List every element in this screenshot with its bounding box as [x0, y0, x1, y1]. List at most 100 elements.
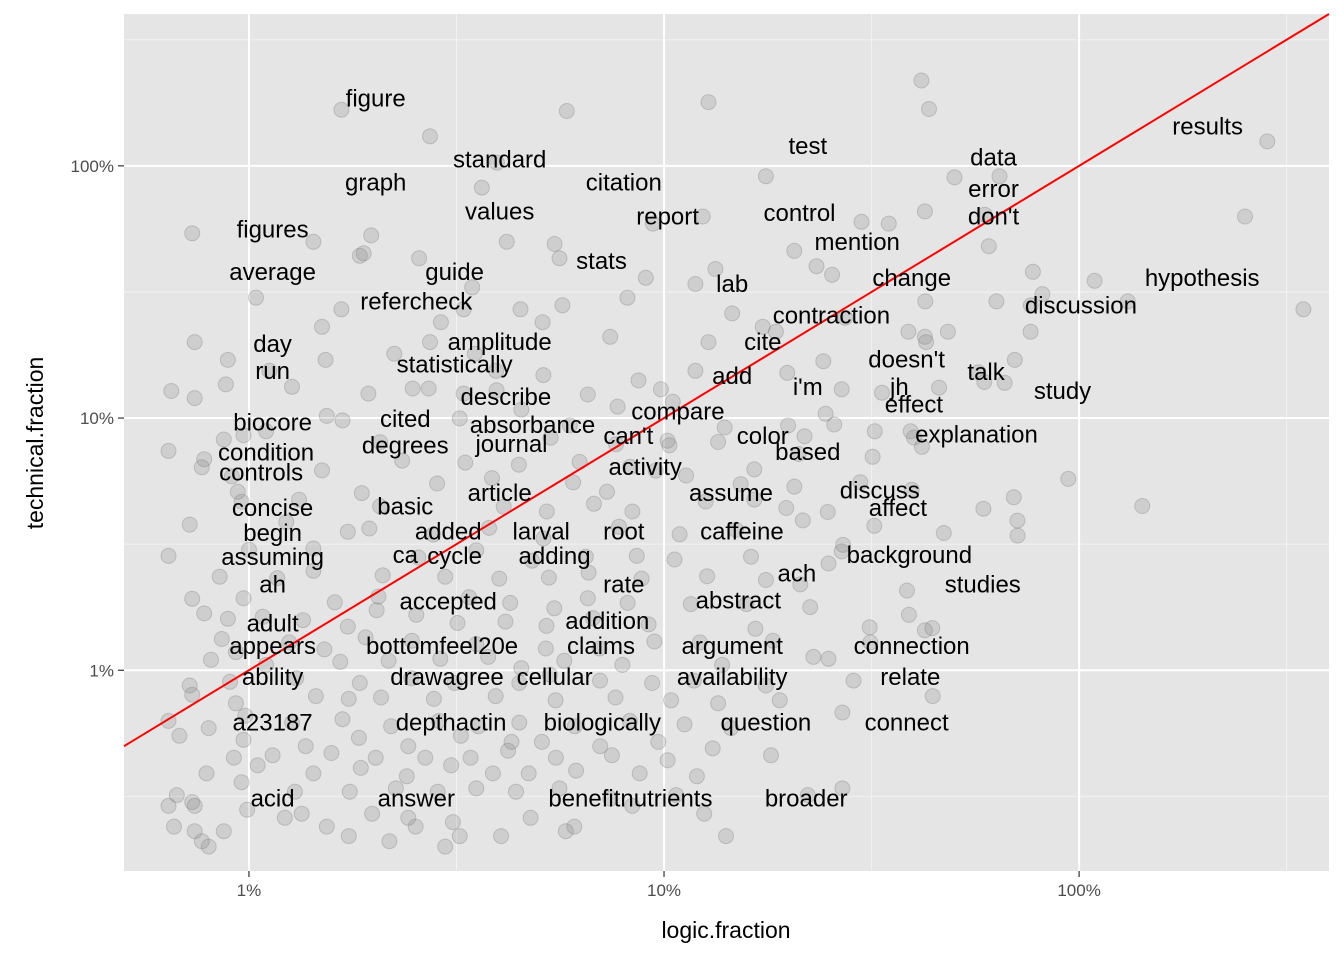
data-point: [771, 692, 788, 709]
data-point: [468, 542, 485, 559]
data-point: [537, 640, 554, 657]
data-point: [340, 828, 357, 845]
data-point: [988, 293, 1005, 310]
word-label: based: [775, 439, 840, 466]
data-point: [565, 474, 582, 491]
word-label: data: [970, 144, 1017, 171]
word-label: benefitnutrients: [548, 786, 712, 813]
data-point: [1009, 512, 1026, 529]
data-point: [646, 633, 663, 650]
data-point: [1009, 527, 1026, 544]
data-point: [163, 383, 180, 399]
data-point: [295, 612, 311, 629]
data-point: [817, 405, 834, 422]
word-label: adult: [247, 611, 299, 638]
data-point: [223, 468, 240, 485]
data-point: [609, 398, 626, 415]
word-label: ability: [242, 664, 303, 691]
data-point: [619, 594, 636, 611]
data-point: [718, 828, 734, 845]
data-point: [794, 512, 811, 529]
data-point: [318, 407, 335, 424]
data-point: [534, 314, 551, 331]
data-point: [637, 269, 654, 286]
data-point: [710, 695, 727, 712]
data-point: [557, 823, 574, 840]
data-point: [200, 720, 217, 737]
data-point: [314, 318, 330, 335]
data-point: [462, 749, 479, 766]
data-point: [746, 491, 763, 508]
data-point: [498, 233, 515, 250]
data-point: [258, 423, 275, 440]
word-label: addition: [565, 608, 649, 635]
data-point: [425, 526, 442, 543]
data-point: [491, 570, 508, 587]
data-point: [502, 594, 519, 611]
word-label: control: [763, 200, 835, 227]
data-point: [732, 476, 749, 493]
data-point: [383, 718, 400, 735]
data-point: [193, 833, 210, 850]
word-label: discussion: [1025, 292, 1137, 319]
data-point: [443, 757, 460, 774]
data-point: [700, 334, 717, 351]
data-point: [866, 517, 883, 534]
data-point: [694, 208, 711, 225]
data-point: [924, 620, 941, 637]
data-point: [786, 478, 803, 495]
data-point: [815, 353, 832, 370]
data-point: [790, 446, 807, 462]
word-label: test: [788, 133, 827, 160]
word-label: report: [636, 204, 699, 231]
data-point: [293, 805, 310, 822]
data-point: [431, 712, 447, 729]
data-point: [663, 692, 680, 709]
data-point: [541, 666, 558, 683]
word-label: assume: [689, 480, 773, 507]
data-point: [826, 416, 843, 433]
data-point: [184, 225, 201, 242]
data-point: [586, 495, 602, 512]
data-point: [160, 442, 177, 459]
word-label: values: [465, 198, 534, 225]
data-point: [533, 733, 550, 750]
word-label: availability: [677, 664, 788, 691]
data-point: [186, 797, 203, 814]
data-point: [913, 72, 930, 89]
word-label: ca: [393, 542, 419, 569]
data-point: [834, 780, 851, 797]
data-point: [278, 514, 295, 530]
word-label: studies: [945, 571, 1021, 598]
data-point: [334, 711, 351, 728]
data-point: [318, 818, 335, 835]
data-point: [333, 101, 350, 118]
word-label: lab: [716, 271, 748, 298]
word-label: ach: [778, 561, 817, 588]
word-label: figures: [237, 216, 309, 243]
word-label: question: [721, 710, 812, 737]
data-point: [551, 250, 568, 267]
data-point: [305, 562, 322, 579]
data-point: [644, 215, 661, 232]
word-label: add: [712, 363, 752, 390]
data-point: [757, 572, 774, 588]
word-label: biologically: [544, 710, 661, 737]
word-label: biocore: [233, 410, 312, 437]
data-point: [237, 707, 254, 724]
data-point: [714, 656, 731, 673]
data-point: [561, 417, 578, 434]
data-point: [235, 427, 252, 444]
data-point: [357, 629, 374, 646]
data-point: [368, 602, 385, 619]
data-point: [538, 503, 555, 520]
data-point: [704, 740, 721, 757]
word-label: effect: [885, 392, 944, 419]
data-point: [542, 429, 559, 446]
data-point: [340, 690, 357, 707]
data-point: [697, 493, 714, 510]
data-point: [407, 818, 424, 835]
data-point: [400, 809, 417, 826]
data-point: [400, 738, 417, 755]
data-point: [861, 619, 878, 636]
